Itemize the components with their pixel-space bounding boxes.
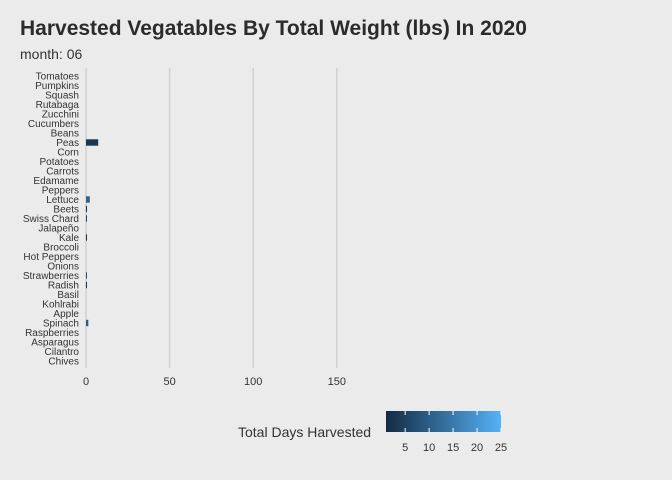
- category-label: Strawberries: [23, 271, 79, 282]
- category-label: Cilantro: [45, 347, 80, 358]
- category-label: Swiss Chard: [23, 214, 79, 225]
- category-label: Basil: [57, 290, 79, 301]
- bar-lettuce: [86, 196, 90, 203]
- bar-swiss-chard: [86, 215, 87, 222]
- category-label: Radish: [48, 281, 79, 292]
- bar-spinach: [86, 319, 89, 327]
- category-label: Apple: [53, 309, 79, 320]
- colorbar-tick-label: 20: [471, 442, 483, 454]
- category-label: Chives: [48, 357, 79, 368]
- bar-peas: [86, 139, 99, 146]
- category-label: Carrots: [46, 167, 79, 178]
- x-tick-label: 150: [328, 376, 346, 388]
- category-label: Pumpkins: [35, 81, 79, 92]
- colorbar-tick-label: 25: [495, 442, 507, 454]
- category-label: Jalapeño: [38, 224, 79, 235]
- bar-beets: [86, 205, 87, 213]
- colorbar: [386, 411, 501, 432]
- x-tick-label: 100: [244, 376, 262, 388]
- category-label: Peas: [56, 138, 79, 149]
- category-label: Potatoes: [40, 157, 79, 168]
- colorbar-tick-label: 10: [423, 442, 435, 454]
- category-label: Squash: [45, 91, 79, 102]
- x-tick-label: 0: [83, 376, 89, 388]
- bar-radish: [86, 281, 87, 289]
- category-label: Zucchini: [42, 110, 79, 121]
- category-label: Beans: [51, 129, 79, 140]
- category-label: Onions: [47, 262, 79, 273]
- category-label: Beets: [53, 205, 79, 216]
- category-label: Kale: [59, 233, 79, 244]
- category-label: Hot Peppers: [23, 252, 79, 263]
- category-label: Peppers: [42, 186, 79, 197]
- x-tick-label: 50: [163, 376, 175, 388]
- chart-title: Harvested Vegatables By Total Weight (lb…: [20, 17, 527, 40]
- bar-strawberries: [86, 272, 87, 279]
- category-label: Cucumbers: [28, 119, 79, 130]
- chart-subtitle: month: 06: [20, 46, 83, 62]
- colorbar-tick-label: 5: [402, 442, 408, 454]
- category-label: Edamame: [33, 176, 79, 187]
- category-label: Spinach: [43, 319, 79, 330]
- category-label: Tomatoes: [36, 72, 79, 83]
- colorbar-tick-label: 15: [447, 442, 459, 454]
- legend-title: Total Days Harvested: [238, 424, 372, 440]
- category-label: Lettuce: [46, 195, 79, 206]
- category-label: Asparagus: [31, 338, 79, 349]
- category-label: Raspberries: [25, 328, 79, 339]
- category-label: Rutabaga: [36, 100, 80, 111]
- category-label: Broccoli: [43, 243, 79, 254]
- category-label: Kohlrabi: [42, 300, 79, 311]
- category-label: Corn: [57, 148, 79, 159]
- bar-kale: [86, 234, 87, 241]
